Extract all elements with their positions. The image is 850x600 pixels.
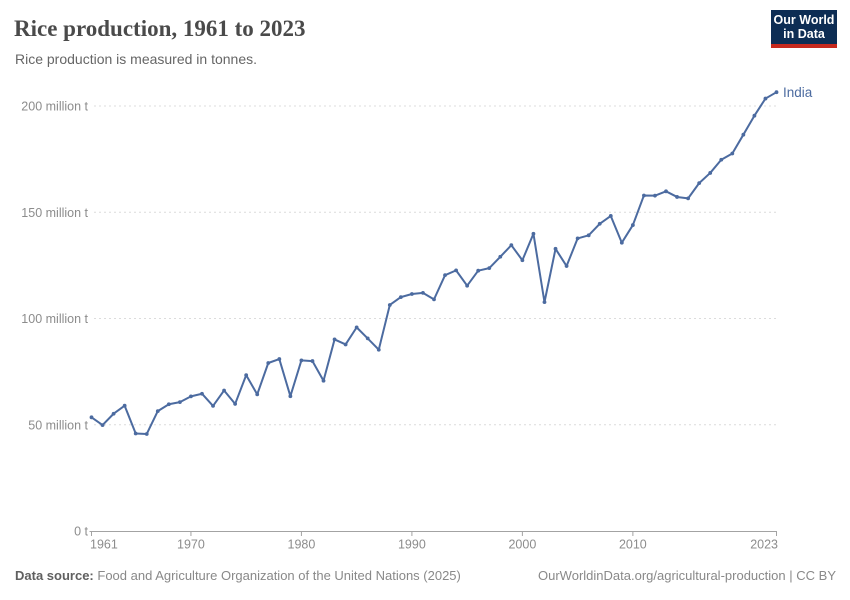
data-point[interactable]: [255, 392, 260, 397]
data-point[interactable]: [487, 266, 492, 271]
owid-link[interactable]: OurWorldinData.org/agricultural-producti…: [538, 568, 786, 583]
chart-subtitle: Rice production is measured in tonnes.: [15, 51, 258, 67]
data-point[interactable]: [100, 423, 105, 428]
data-point[interactable]: [597, 221, 602, 226]
page-title: Rice production, 1961 to 2023: [14, 16, 306, 41]
data-point[interactable]: [421, 290, 425, 295]
x-tick-label: 2000: [508, 538, 536, 552]
data-point[interactable]: [244, 373, 249, 378]
data-point[interactable]: [697, 181, 702, 186]
data-point[interactable]: [200, 391, 204, 396]
data-point[interactable]: [498, 254, 503, 259]
data-point[interactable]: [509, 243, 514, 248]
data-point[interactable]: [465, 283, 470, 288]
data-point[interactable]: [354, 325, 359, 330]
data-source-label: Data source:: [15, 568, 94, 583]
data-point[interactable]: [520, 258, 525, 263]
data-point[interactable]: [410, 292, 414, 296]
data-point[interactable]: [310, 359, 315, 363]
data-point[interactable]: [730, 151, 735, 156]
data-point[interactable]: [542, 300, 547, 305]
series-end-label[interactable]: India: [783, 85, 813, 100]
data-point[interactable]: [266, 361, 271, 365]
license-label: CC BY: [796, 568, 836, 583]
data-point[interactable]: [719, 157, 724, 162]
data-point[interactable]: [332, 337, 337, 342]
y-tick-label: 150 million t: [21, 206, 88, 220]
data-point[interactable]: [155, 409, 160, 414]
data-point[interactable]: [619, 240, 624, 245]
x-tick-label: 2010: [619, 538, 647, 552]
data-point[interactable]: [343, 342, 348, 347]
data-point[interactable]: [531, 231, 536, 236]
owid-logo-line1: Our World: [773, 13, 835, 27]
data-point[interactable]: [553, 246, 558, 251]
data-point[interactable]: [144, 432, 149, 436]
data-point[interactable]: [288, 394, 293, 399]
data-source-text: Food and Agriculture Organization of the…: [97, 568, 461, 583]
y-tick-label: 100 million t: [21, 312, 88, 326]
data-point[interactable]: [454, 268, 458, 273]
data-point[interactable]: [277, 357, 282, 361]
data-point[interactable]: [321, 378, 326, 383]
owid-logo-line2: in Data: [783, 27, 825, 41]
data-point[interactable]: [642, 193, 646, 198]
x-tick-label: 2023: [750, 538, 778, 552]
y-tick-label: 0 t: [74, 525, 88, 539]
data-point[interactable]: [166, 402, 171, 407]
footer-separator: |: [789, 568, 793, 583]
data-source: Data source: Food and Agriculture Organi…: [15, 568, 461, 583]
data-point[interactable]: [387, 303, 392, 307]
data-point[interactable]: [708, 171, 713, 175]
data-point[interactable]: [133, 431, 138, 436]
x-tick-label: 1970: [177, 538, 205, 552]
data-point[interactable]: [630, 223, 635, 227]
data-point[interactable]: [111, 411, 116, 416]
chart-footer: Data source: Food and Agriculture Organi…: [15, 568, 836, 583]
data-point[interactable]: [564, 264, 569, 268]
y-tick-label: 50 million t: [28, 418, 88, 432]
data-point[interactable]: [299, 358, 304, 363]
data-point[interactable]: [774, 90, 779, 95]
data-point[interactable]: [575, 236, 580, 241]
x-tick-label: 1961: [90, 538, 118, 552]
data-point[interactable]: [741, 132, 746, 137]
data-point[interactable]: [752, 113, 757, 118]
footer-right: OurWorldinData.org/agricultural-producti…: [538, 568, 836, 583]
data-point[interactable]: [675, 195, 679, 199]
data-point[interactable]: [763, 96, 768, 101]
x-tick-label: 1980: [288, 538, 316, 552]
y-tick-label: 200 million t: [21, 100, 88, 114]
x-tick-label: 1990: [398, 538, 426, 552]
data-point[interactable]: [686, 196, 691, 201]
data-point[interactable]: [189, 394, 193, 399]
data-point[interactable]: [432, 297, 436, 302]
data-point[interactable]: [177, 400, 182, 405]
data-point[interactable]: [222, 388, 226, 393]
data-point[interactable]: [664, 189, 668, 194]
data-point[interactable]: [122, 403, 127, 408]
data-point[interactable]: [89, 415, 94, 420]
data-point[interactable]: [586, 233, 591, 238]
data-point[interactable]: [376, 347, 381, 352]
data-point[interactable]: [365, 336, 370, 341]
data-point[interactable]: [233, 402, 238, 406]
data-point[interactable]: [653, 193, 657, 198]
data-point[interactable]: [398, 295, 403, 300]
series-line[interactable]: [90, 91, 778, 435]
data-point[interactable]: [211, 404, 215, 408]
data-point[interactable]: [443, 273, 447, 278]
owid-logo: Our World in Data: [771, 10, 837, 48]
data-point[interactable]: [608, 214, 613, 218]
data-point[interactable]: [476, 268, 481, 273]
